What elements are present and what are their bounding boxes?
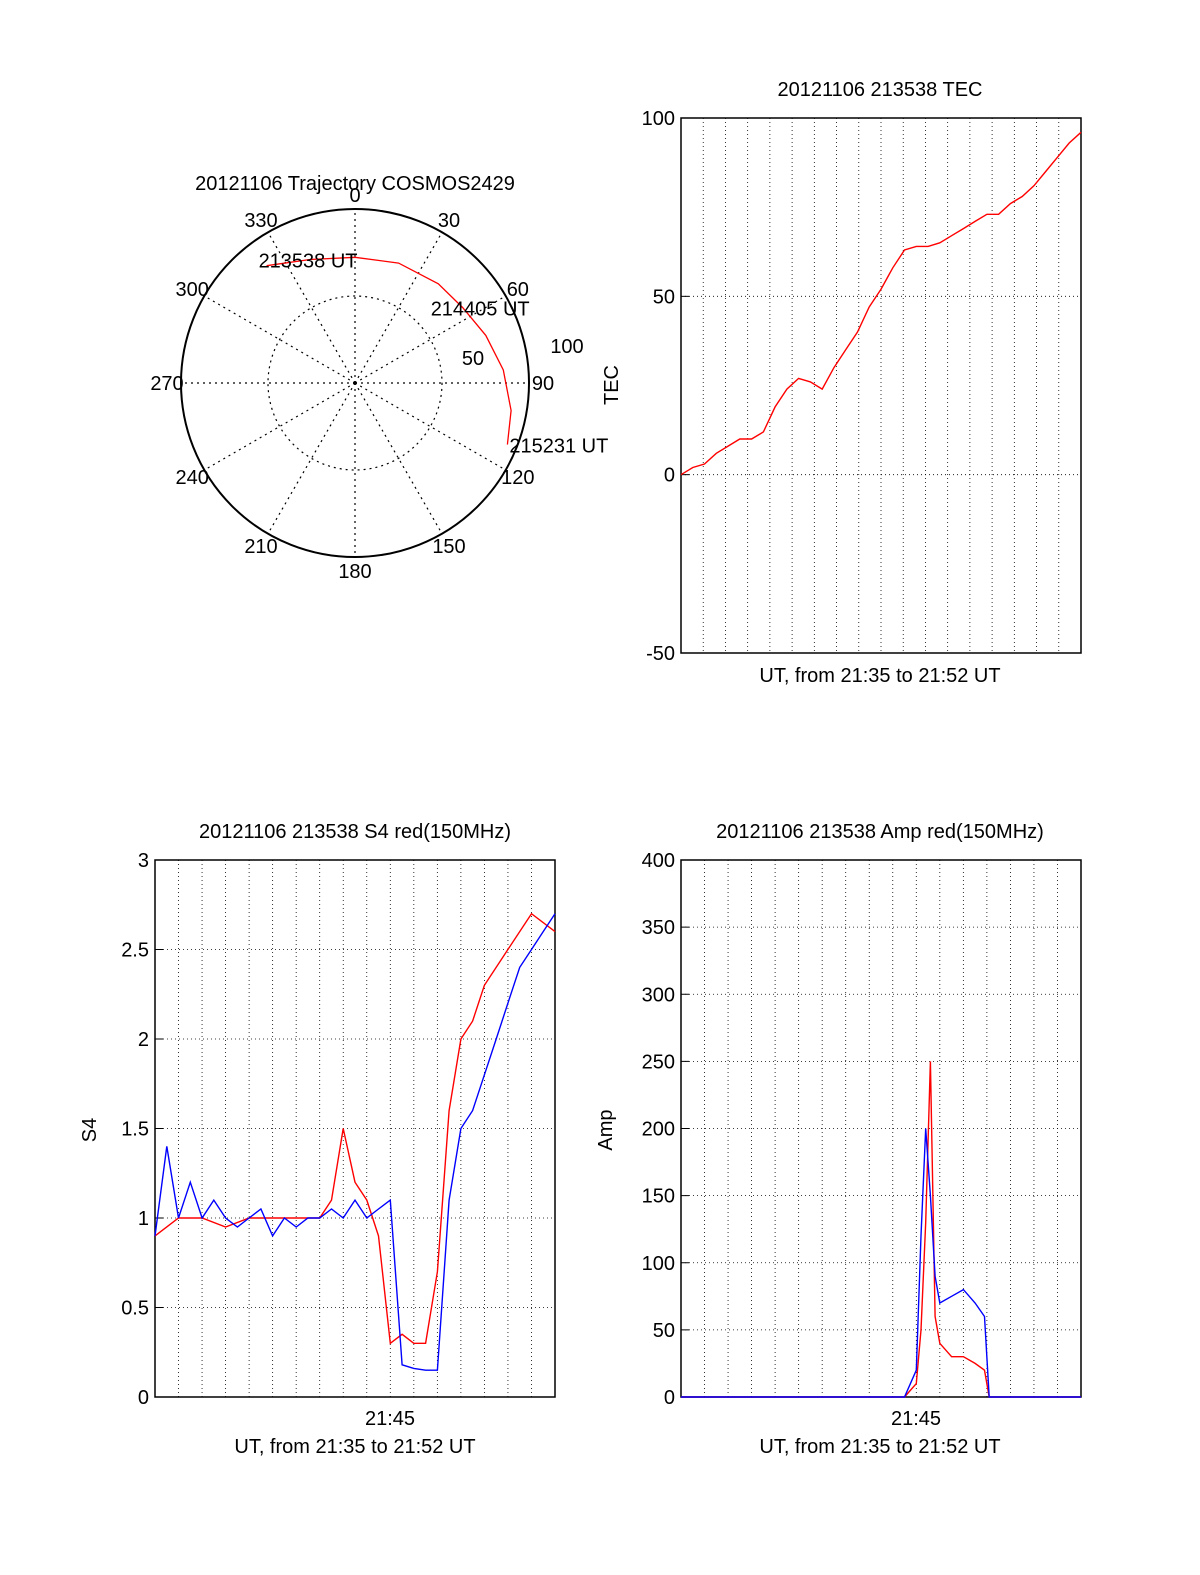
- polar-spoke: [354, 382, 443, 534]
- s4-ytick-label: 2.5: [121, 940, 149, 962]
- s4-x-tick-label: 21:45: [365, 1408, 415, 1430]
- tec-ytick-label: 50: [653, 286, 675, 308]
- s4-ytick-label: 2: [138, 1029, 149, 1051]
- s4-chart-title: 20121106 213538 S4 red(150MHz): [199, 821, 511, 843]
- amp-x-tick-label: 21:45: [891, 1408, 941, 1430]
- s4-ytick-label: 0.5: [121, 1298, 149, 1320]
- tec-x-axis-label: UT, from 21:35 to 21:52 UT: [759, 665, 1000, 687]
- amp-x-axis-label: UT, from 21:35 to 21:52 UT: [759, 1436, 1000, 1458]
- polar-angle-tick: 90: [532, 373, 554, 395]
- amp-ytick-label: 50: [653, 1320, 675, 1342]
- polar-outer-circle: [180, 208, 530, 558]
- polar-angle-tick: 210: [244, 536, 277, 558]
- tec-chart: 20121106 213538 TEC UT, from 21:35 to 21…: [601, 79, 1082, 687]
- polar-angle-tick: 240: [175, 467, 208, 489]
- polar-spoke: [267, 232, 356, 384]
- s4-x-axis-label: UT, from 21:35 to 21:52 UT: [234, 1436, 475, 1458]
- amp-ytick-label: 200: [642, 1119, 675, 1141]
- amp-ytick-label: 100: [642, 1253, 675, 1275]
- polar-spoke: [267, 382, 356, 534]
- s4-series-blue: [154, 913, 556, 1371]
- amp-chart-title: 20121106 213538 Amp red(150MHz): [716, 821, 1044, 843]
- s4-y-axis-label: S4: [79, 1118, 101, 1142]
- s4-chart: 20121106 213538 S4 red(150MHz) UT, from …: [79, 821, 556, 1458]
- s4-ytick-label: 0: [138, 1387, 149, 1409]
- trajectory-line: [266, 256, 512, 445]
- trajectory-time-label: 213538 UT: [259, 251, 358, 273]
- polar-chart: 20121106 Trajectory COSMOS2429 0 30 60 90 12…: [150, 173, 608, 583]
- amp-ytick-label: 350: [642, 917, 675, 939]
- polar-angle-tick: 120: [501, 467, 534, 489]
- amp-chart: 20121106 213538 Amp red(150MHz) UT, from…: [595, 821, 1082, 1458]
- polar-angle-tick: 330: [244, 210, 277, 232]
- amp-ytick-label: 150: [642, 1186, 675, 1208]
- polar-spoke: [354, 232, 443, 384]
- polar-inner-circle: [267, 295, 443, 471]
- polar-angle-tick: 180: [338, 561, 371, 583]
- polar-spoke: [354, 295, 506, 384]
- polar-angle-tick: 60: [507, 279, 529, 301]
- tec-y-axis-label: TEC: [601, 365, 623, 405]
- amp-series-red: [681, 1061, 1081, 1398]
- amp-ytick-label: 0: [664, 1387, 675, 1409]
- amp-ytick-label: 300: [642, 984, 675, 1006]
- s4-ytick-label: 3: [138, 850, 149, 872]
- tec-chart-title: 20121106 213538 TEC: [778, 79, 983, 101]
- amp-ytick-label: 250: [642, 1051, 675, 1073]
- s4-ytick-label: 1.5: [121, 1119, 149, 1141]
- tec-ytick-label: -50: [646, 643, 675, 665]
- tec-ytick-label: 0: [664, 465, 675, 487]
- polar-angle-tick: 270: [150, 373, 183, 395]
- polar-spoke: [204, 382, 356, 471]
- polar-angle-tick: 0: [349, 185, 360, 207]
- trajectory-time-label: 215231 UT: [509, 436, 608, 458]
- s4-ytick-label: 1: [138, 1208, 149, 1230]
- tec-series-red: [680, 131, 1082, 476]
- polar-radius-tick: 50: [462, 348, 484, 370]
- polar-radius-tick: 100: [550, 336, 583, 358]
- tec-ytick-label: 100: [642, 108, 675, 130]
- amp-y-axis-label: Amp: [595, 1109, 617, 1150]
- polar-chart-title: 20121106 Trajectory COSMOS2429: [195, 173, 515, 195]
- polar-spoke: [354, 382, 506, 471]
- polar-angle-tick: 300: [175, 279, 208, 301]
- polar-angle-tick: 150: [432, 536, 465, 558]
- amp-series-blue: [681, 1128, 1081, 1398]
- amp-ytick-label: 400: [642, 850, 675, 872]
- polar-angle-tick: 30: [438, 210, 460, 232]
- polar-spoke: [204, 295, 356, 384]
- trajectory-time-label: 214405 UT: [431, 299, 530, 321]
